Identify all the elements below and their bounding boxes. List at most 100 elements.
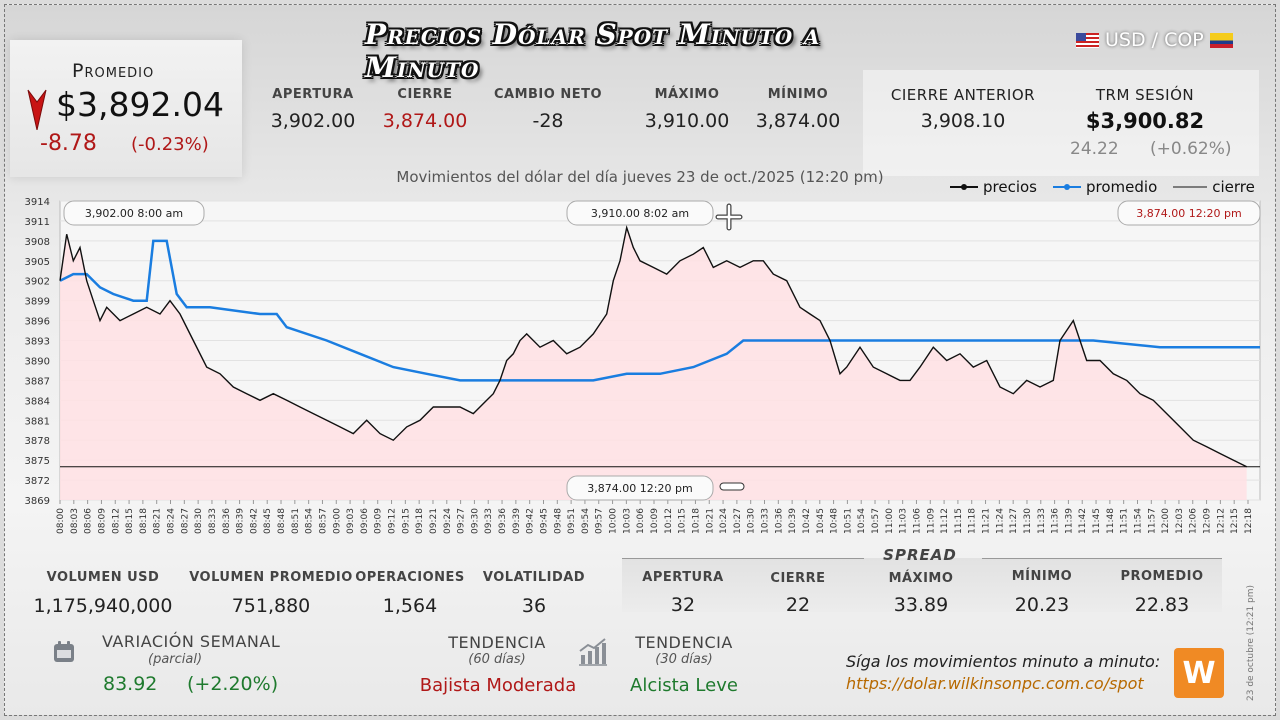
average-change: -8.78 xyxy=(40,131,97,156)
calendar-icon xyxy=(54,641,74,662)
spread-value: 22.83 xyxy=(1134,594,1190,616)
legend-promedio-label: promedio xyxy=(1086,178,1158,196)
weekly-pct: (+2.20%) xyxy=(187,673,279,695)
x-tick-label: 10:18 xyxy=(691,508,701,534)
timestamp-note: 23 de octubre (12:21 pm) xyxy=(1246,584,1256,701)
x-tick-label: 08:15 xyxy=(125,508,135,534)
stat-value: -28 xyxy=(532,110,564,132)
spread-title: SPREAD xyxy=(883,546,957,564)
arrow-down-icon xyxy=(27,89,47,130)
x-tick-label: 08:27 xyxy=(180,508,190,534)
y-tick-label: 3887 xyxy=(25,376,50,387)
x-tick-label: 11:54 xyxy=(1133,508,1143,534)
x-tick-label: 11:06 xyxy=(912,508,922,534)
promo-link[interactable]: https://dolar.wilkinsonpc.com.co/spot xyxy=(846,674,1144,693)
x-tick-label: 11:03 xyxy=(899,508,909,534)
stat-value: 3,874.00 xyxy=(382,110,468,132)
x-tick-label: 08:45 xyxy=(263,508,273,534)
y-tick-label: 3893 xyxy=(25,337,50,348)
spread-value: 22 xyxy=(785,594,811,616)
trm-value: $3,900.82 xyxy=(1085,109,1205,133)
x-tick-label: 10:15 xyxy=(678,508,688,534)
volume-value: 751,880 xyxy=(231,595,311,617)
legend-cierre-swatch xyxy=(1173,186,1208,188)
x-tick-label: 11:51 xyxy=(1120,508,1130,534)
weekly-label: VARIACIÓN SEMANAL xyxy=(102,632,281,651)
previous-close-label: CIERRE ANTERIOR xyxy=(890,86,1036,104)
legend-cierre[interactable]: cierre xyxy=(1173,178,1255,196)
trm-change-pct: (+0.62%) xyxy=(1150,139,1232,159)
y-tick-label: 3908 xyxy=(25,237,50,248)
scroll-handle xyxy=(719,482,745,491)
x-tick-label: 09:12 xyxy=(388,508,398,534)
x-tick-label: 10:51 xyxy=(843,508,853,534)
spread-label: MÍNIMO xyxy=(1011,569,1073,584)
average-panel xyxy=(10,40,242,177)
x-tick-label: 10:30 xyxy=(747,508,757,534)
x-tick-label: 12:00 xyxy=(1161,508,1171,534)
legend-precios[interactable]: precios xyxy=(950,178,1037,196)
y-tick-label: 3905 xyxy=(25,257,50,268)
legend-precios-swatch xyxy=(950,184,978,190)
x-tick-label: 12:12 xyxy=(1216,508,1226,534)
x-tick-label: 11:09 xyxy=(926,508,936,534)
x-tick-label: 09:21 xyxy=(429,508,439,534)
x-tick-label: 11:00 xyxy=(885,508,895,534)
x-tick-label: 10:45 xyxy=(816,508,826,534)
stat-label: APERTURA xyxy=(272,87,354,102)
x-tick-label: 11:48 xyxy=(1106,508,1116,534)
x-tick-label: 08:00 xyxy=(56,508,66,534)
x-tick-label: 12:06 xyxy=(1189,508,1199,534)
x-tick-label: 09:18 xyxy=(415,508,425,534)
spread-label: PROMEDIO xyxy=(1120,569,1204,584)
x-tick-label: 12:09 xyxy=(1203,508,1213,534)
x-tick-label: 11:42 xyxy=(1078,508,1088,534)
annotation-label: 3,902.00 8:00 am xyxy=(85,207,183,220)
trend30-label: TENDENCIA xyxy=(635,633,733,652)
x-tick-label: 09:24 xyxy=(443,508,453,534)
trm-label: TRM SESIÓN xyxy=(1095,86,1195,104)
x-tick-label: 09:57 xyxy=(595,508,605,534)
us-flag-icon xyxy=(1076,32,1099,48)
x-tick-label: 11:36 xyxy=(1051,508,1061,534)
x-tick-label: 11:45 xyxy=(1092,508,1102,534)
spread-label: CIERRE xyxy=(770,571,826,586)
spread-rule-left xyxy=(622,558,864,559)
x-tick-label: 10:33 xyxy=(761,508,771,534)
legend-promedio[interactable]: promedio xyxy=(1053,178,1157,196)
trend60-label: TENDENCIA xyxy=(448,633,546,652)
x-tick-label: 11:24 xyxy=(995,508,1005,534)
price-annotation xyxy=(63,200,205,226)
price-chart[interactable]: 3914 3911 3908 3905 3902 3899 3896 3893 3890 3887… xyxy=(0,196,1280,551)
x-tick-label: 08:06 xyxy=(84,508,94,534)
annotation-label: 3,874.00 12:20 pm xyxy=(1136,207,1241,220)
x-tick-label: 09:00 xyxy=(332,508,342,534)
spread-label: APERTURA xyxy=(642,570,724,585)
stat-value: 3,902.00 xyxy=(270,110,356,132)
x-tick-label: 09:36 xyxy=(498,508,508,534)
y-tick-label: 3872 xyxy=(25,476,50,487)
volume-value: 36 xyxy=(521,595,547,617)
x-tick-label: 09:45 xyxy=(539,508,549,534)
trend-chart-icon xyxy=(579,638,607,666)
trend30-sub: (30 días) xyxy=(655,652,713,667)
x-tick-label: 11:15 xyxy=(954,508,964,534)
y-tick-label: 3881 xyxy=(25,416,50,427)
x-tick-label: 08:09 xyxy=(97,508,107,534)
stat-label: MÁXIMO xyxy=(654,87,720,102)
brand-logo[interactable]: W xyxy=(1174,648,1224,698)
legend-promedio-swatch xyxy=(1053,184,1081,190)
x-tick-label: 08:18 xyxy=(139,508,149,534)
average-value: $3,892.04 xyxy=(56,85,224,124)
x-tick-label: 12:03 xyxy=(1175,508,1185,534)
price-annotation xyxy=(566,475,714,501)
x-tick-label: 08:54 xyxy=(305,508,315,534)
volume-label: OPERACIONES xyxy=(355,570,465,585)
x-tick-label: 10:06 xyxy=(636,508,646,534)
trm-change: 24.22 xyxy=(1070,139,1119,159)
price-area xyxy=(60,227,1247,500)
legend-precios-label: precios xyxy=(983,178,1037,196)
currency-pair: USD / COP xyxy=(1076,28,1233,52)
x-tick-label: 10:57 xyxy=(871,508,881,534)
precios-line xyxy=(59,224,1248,468)
